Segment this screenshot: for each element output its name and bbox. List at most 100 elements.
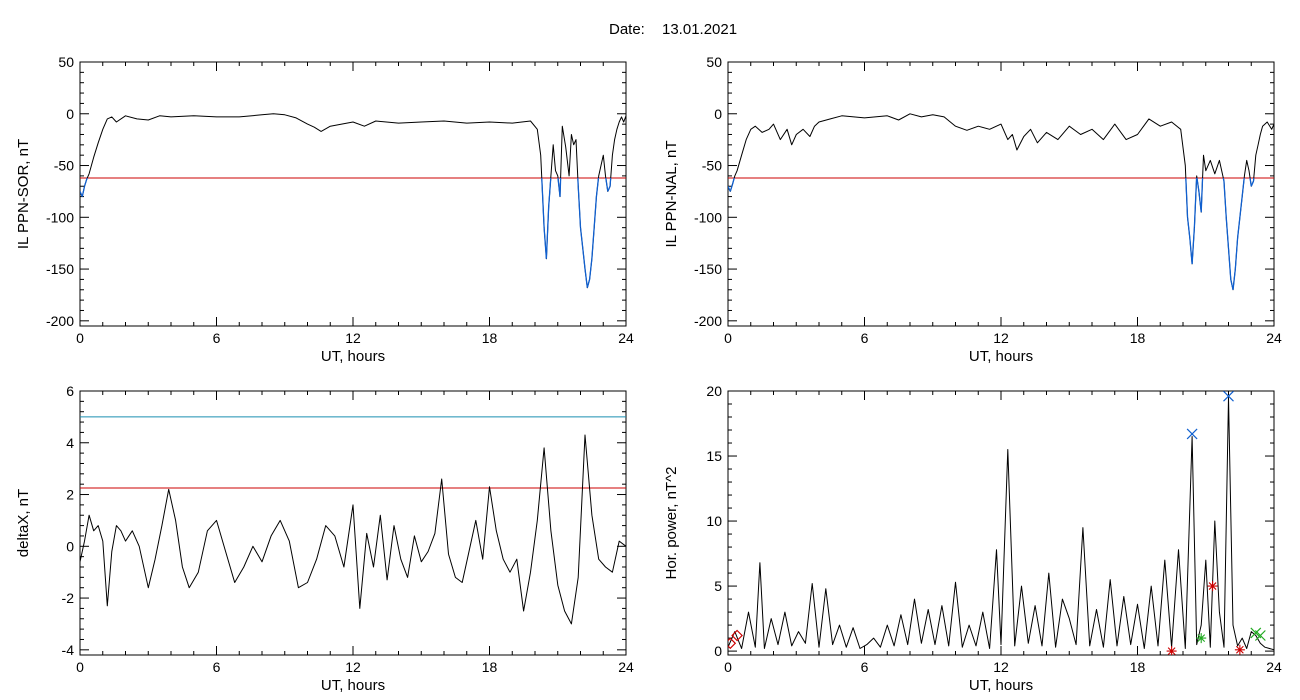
y-tick-label: 0 <box>66 538 74 554</box>
series-below-threshold <box>577 186 582 228</box>
marker-star <box>1166 646 1177 655</box>
series-below-threshold <box>595 177 600 197</box>
marker-diamond <box>728 637 737 650</box>
series-below-threshold <box>1200 177 1204 213</box>
series-line <box>80 113 626 289</box>
series-below-threshold <box>609 177 612 187</box>
marker-star <box>1234 644 1245 655</box>
series-below-threshold <box>1223 181 1227 218</box>
marker-x <box>1223 391 1234 402</box>
x-axis-label: UT, hours <box>321 677 385 694</box>
series-below-threshold <box>579 227 584 249</box>
y-tick-label: -150 <box>46 261 74 277</box>
y-tick-label: 10 <box>706 513 722 529</box>
series-below-threshold <box>1249 177 1252 187</box>
series-below-threshold <box>1185 177 1189 218</box>
marker-star <box>1196 633 1207 644</box>
x-axis-label: UT, hours <box>969 677 1033 694</box>
series-below-threshold <box>1186 217 1191 239</box>
series-below-threshold <box>607 185 611 192</box>
x-tick-label: 24 <box>618 330 634 346</box>
date-label: Date: <box>609 21 645 38</box>
x-tick-label: 6 <box>213 330 221 346</box>
series-below-threshold <box>588 258 593 280</box>
marker-x <box>1186 428 1198 440</box>
x-axis-label: UT, hours <box>969 348 1033 365</box>
series-below-threshold <box>548 177 552 207</box>
x-tick-label: 6 <box>213 659 221 675</box>
series-line <box>728 397 1274 651</box>
series-below-threshold <box>1241 177 1245 197</box>
series-below-threshold <box>1222 177 1225 182</box>
y-tick-label: -100 <box>694 209 722 225</box>
series-below-threshold <box>593 196 598 228</box>
y-tick-label: 2 <box>66 487 74 503</box>
plot-area <box>80 113 626 289</box>
y-axis-label: IL PPN-NAL, nT <box>663 141 680 248</box>
series-below-threshold <box>729 183 734 192</box>
x-tick-label: 18 <box>1130 659 1146 675</box>
x-tick-label: 24 <box>618 659 634 675</box>
series-below-threshold <box>1191 227 1196 264</box>
series-below-threshold <box>1196 177 1200 192</box>
series-below-threshold <box>545 206 550 259</box>
y-tick-label: -50 <box>702 158 722 174</box>
plot-area <box>80 416 626 625</box>
y-tick-label: -100 <box>46 209 74 225</box>
y-tick-label: -200 <box>694 313 722 329</box>
x-tick-label: 18 <box>482 659 498 675</box>
series-below-threshold <box>591 227 595 259</box>
y-tick-label: 0 <box>714 106 722 122</box>
series-below-threshold <box>1227 248 1232 280</box>
series-below-threshold <box>559 177 562 197</box>
x-tick-label: 12 <box>345 659 361 675</box>
x-tick-label: 6 <box>861 659 869 675</box>
marker-x <box>1254 630 1266 641</box>
plot-area <box>728 113 1274 291</box>
series-below-threshold <box>586 279 591 288</box>
plot-frame <box>79 61 627 327</box>
plot-frame <box>727 390 1275 656</box>
series-below-threshold <box>81 186 86 197</box>
y-tick-label: 15 <box>706 448 722 464</box>
y-tick-label: 6 <box>66 383 74 399</box>
x-tick-label: 0 <box>76 659 84 675</box>
series-below-threshold <box>83 178 88 187</box>
series-below-threshold <box>582 248 586 270</box>
x-tick-label: 0 <box>76 330 84 346</box>
series-below-threshold <box>1250 180 1255 187</box>
y-tick-label: 0 <box>66 106 74 122</box>
marker-star <box>1207 581 1218 592</box>
x-tick-label: 12 <box>993 659 1009 675</box>
y-axis-label: Hor. power, nT^2 <box>663 467 680 580</box>
y-tick-label: -4 <box>62 642 75 658</box>
y-tick-label: 50 <box>58 54 74 70</box>
plot-frame <box>727 61 1275 327</box>
y-axis-label: deltaX, nT <box>15 489 32 557</box>
x-axis-label: UT, hours <box>321 348 385 365</box>
y-tick-label: -50 <box>54 158 74 174</box>
y-tick-label: 50 <box>706 54 722 70</box>
y-tick-label: 20 <box>706 383 722 399</box>
x-tick-label: 24 <box>1266 659 1282 675</box>
panel-il-sor: 0 6 12 18 24 50 0 -50 -100 -150 -200 UT, hours IL PP… <box>15 54 634 365</box>
y-axis-label: IL PPN-SOR, nT <box>15 139 32 249</box>
series-below-threshold <box>1232 268 1236 290</box>
series-below-threshold <box>1236 217 1241 239</box>
x-tick-label: 6 <box>861 330 869 346</box>
x-tick-label: 18 <box>482 330 498 346</box>
date-value: 13.01.2021 <box>662 21 737 38</box>
y-tick-label: 4 <box>66 435 74 451</box>
x-tick-label: 12 <box>993 330 1009 346</box>
series-below-threshold <box>605 177 609 192</box>
x-tick-label: 24 <box>1266 330 1282 346</box>
x-tick-label: 12 <box>345 330 361 346</box>
y-tick-label: -2 <box>62 590 75 606</box>
x-tick-label: 18 <box>1130 330 1146 346</box>
panel-hor-power: 0 6 12 18 24 0 5 10 15 20 UT, hours Hor. power, nT^… <box>663 383 1282 694</box>
marker-diamond <box>731 629 743 642</box>
y-tick-label: -200 <box>46 313 74 329</box>
series-line <box>80 434 626 625</box>
